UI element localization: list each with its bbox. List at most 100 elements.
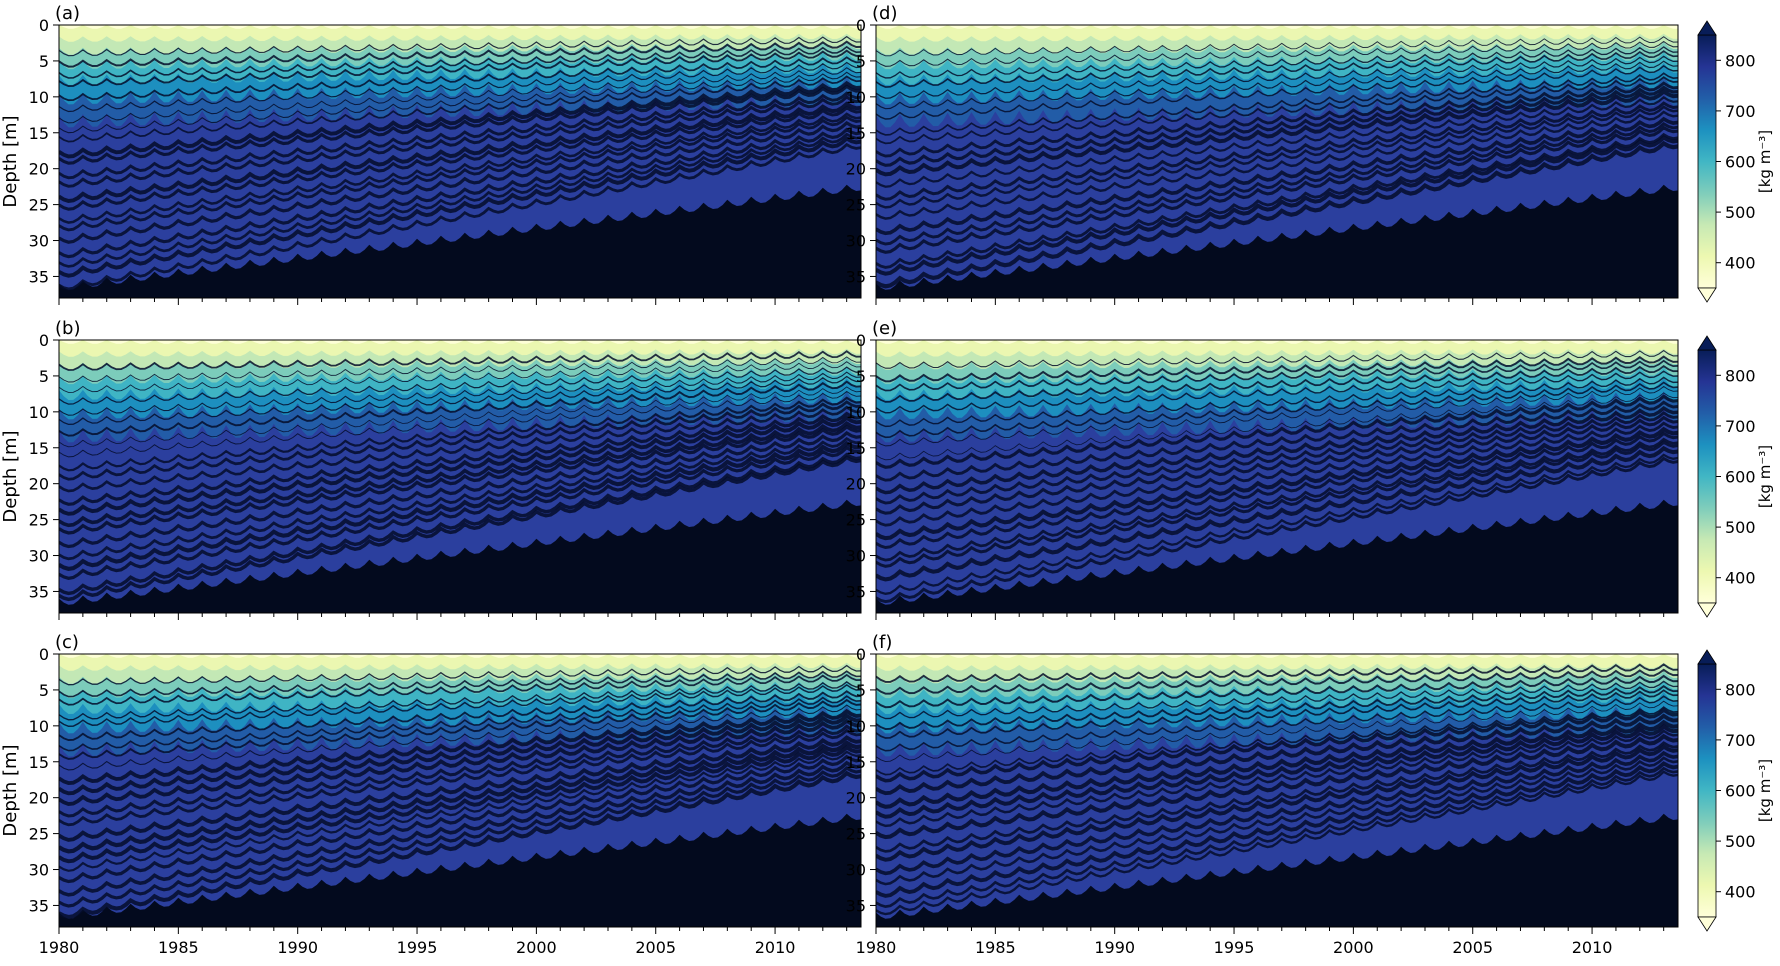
ytick-label: 30 [846,232,866,251]
panel-label: (d) [872,3,897,24]
density-layer [59,654,861,671]
density-contour [59,35,861,57]
density-contour [59,45,861,79]
density-contour [876,415,1678,515]
density-contour [876,663,1678,683]
ice-region [59,813,861,927]
density-contour [59,728,861,827]
density-contour [59,112,861,224]
colorbar-extend-min [1697,287,1717,303]
ytick-label: 0 [39,645,49,664]
density-contour [876,733,1678,840]
density-contour [59,704,861,771]
density-contour [876,770,1678,916]
ytick-label: 0 [856,645,866,664]
density-contour [59,80,861,159]
density-contour [59,445,861,580]
ytick-label: 5 [39,367,49,386]
density-contour [59,95,861,188]
ytick-label: 10 [29,717,49,736]
density-contour [876,46,1678,79]
density-contour [876,135,1678,276]
density-contour [876,116,1678,236]
density-contour [59,75,861,143]
colorbar-extend-min [1697,602,1717,618]
density-contour [876,713,1678,796]
density-contour [876,680,1678,720]
xtick-label: 1985 [158,938,199,957]
xtick-label: 1985 [975,938,1016,957]
ytick-label: 10 [846,403,866,422]
density-contour [59,67,861,124]
density-contour [59,754,861,884]
density-contour [59,431,861,549]
density-contour [59,681,861,721]
ytick-label: 20 [29,789,49,808]
density-contour [59,698,861,760]
panel-field-3 [876,25,1678,298]
panel-label: (a) [55,3,80,24]
ytick-label: 5 [856,681,866,700]
density-contour [59,101,861,204]
density-contour [59,127,861,259]
density-contour [59,673,861,706]
density-contour [876,89,1678,177]
ytick-label: 10 [846,88,866,107]
ytick-label: 25 [846,825,866,844]
density-contour [876,36,1678,57]
panel-field-1 [59,340,861,613]
density-layer [59,340,861,344]
ytick-label: 15 [846,753,866,772]
colorbar-tick-label: 600 [1725,153,1756,172]
ice-region [59,184,861,298]
xtick-label: 1995 [1214,938,1255,957]
density-layer [59,340,861,357]
ytick-label: 15 [29,124,49,143]
density-contour [876,695,1678,752]
ytick-label: 25 [846,511,866,530]
density-contour [59,105,861,211]
density-contour [876,700,1678,763]
density-contour [59,735,861,842]
colorbar-tick-label: 400 [1725,254,1756,273]
density-contour [59,371,861,416]
density-contour [876,40,1678,67]
colorbar-1: 400 500 600 700 800 [kg m⁻³] [1697,335,1774,618]
colorbar-tick-label: 400 [1725,569,1756,588]
density-contour [876,689,1678,739]
density-contour [59,415,861,516]
ytick-label: 0 [39,16,49,35]
xtick-label: 1980 [39,938,80,957]
density-contour [876,101,1678,201]
panel-field-2 [59,654,861,927]
xtick-label: 2010 [1572,938,1613,957]
colorbar-tick-label: 800 [1725,680,1756,699]
density-contour [876,95,1678,188]
density-contour [59,40,861,68]
density-contour [59,115,861,232]
density-contour [59,84,861,165]
colorbar-body [1697,663,1717,918]
ytick-label: 35 [846,267,866,286]
xtick-label: 1990 [1094,938,1135,957]
density-contour [876,65,1678,120]
colorbar-tick-label: 800 [1725,51,1756,70]
density-contour [876,76,1678,145]
density-contour [59,411,861,506]
density-contour [876,685,1678,730]
density-contour [59,670,861,698]
density-contour [59,366,861,405]
ytick-label: 20 [29,160,49,179]
colorbar-tick-label: 600 [1725,782,1756,801]
density-contour [876,110,1678,220]
colorbar-body [1697,349,1717,604]
density-contour [59,386,861,448]
ytick-label: 15 [29,439,49,458]
ytick-label: 35 [846,582,866,601]
colorbar-tick-label: 500 [1725,832,1756,851]
density-contour [59,724,861,818]
ytick-label: 25 [29,825,49,844]
density-contour [876,60,1678,110]
density-contour [876,140,1678,289]
density-contour [59,142,861,291]
